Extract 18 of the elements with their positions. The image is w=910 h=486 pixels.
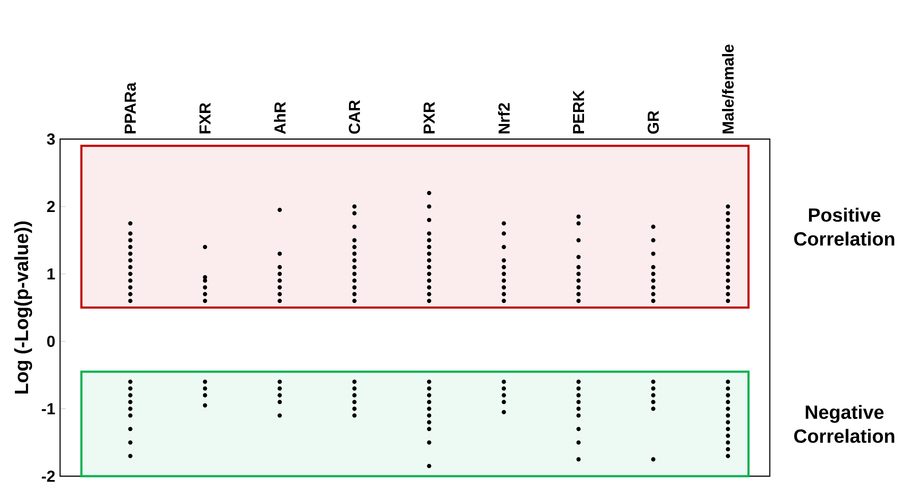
y-tick-label: 2 xyxy=(47,200,55,212)
band-label: Negative Correlation xyxy=(794,404,894,443)
y-tick-label: -1 xyxy=(42,403,55,414)
x-tick-label: AhR xyxy=(274,102,286,134)
x-tick-label: CAR xyxy=(348,100,360,134)
band-label: Positive Correlation xyxy=(794,208,894,246)
x-tick-label: PPARa xyxy=(124,82,136,134)
x-tick-label: PERK xyxy=(573,90,584,134)
y-tick-label: 1 xyxy=(48,268,55,280)
x-tick-label: Male/female xyxy=(722,44,734,134)
y-axis-title: Log (-Log(p-value)) xyxy=(14,221,32,394)
y-tick-label: 0 xyxy=(47,336,55,347)
y-tick-label: 3 xyxy=(46,133,55,145)
x-tick-label: Nrf2 xyxy=(498,103,510,134)
x-tick-label: FXR xyxy=(200,102,210,134)
y-tick-label: -2 xyxy=(42,470,55,482)
x-tick-label: PXR xyxy=(424,102,435,134)
x-tick-label: GR xyxy=(648,110,659,134)
